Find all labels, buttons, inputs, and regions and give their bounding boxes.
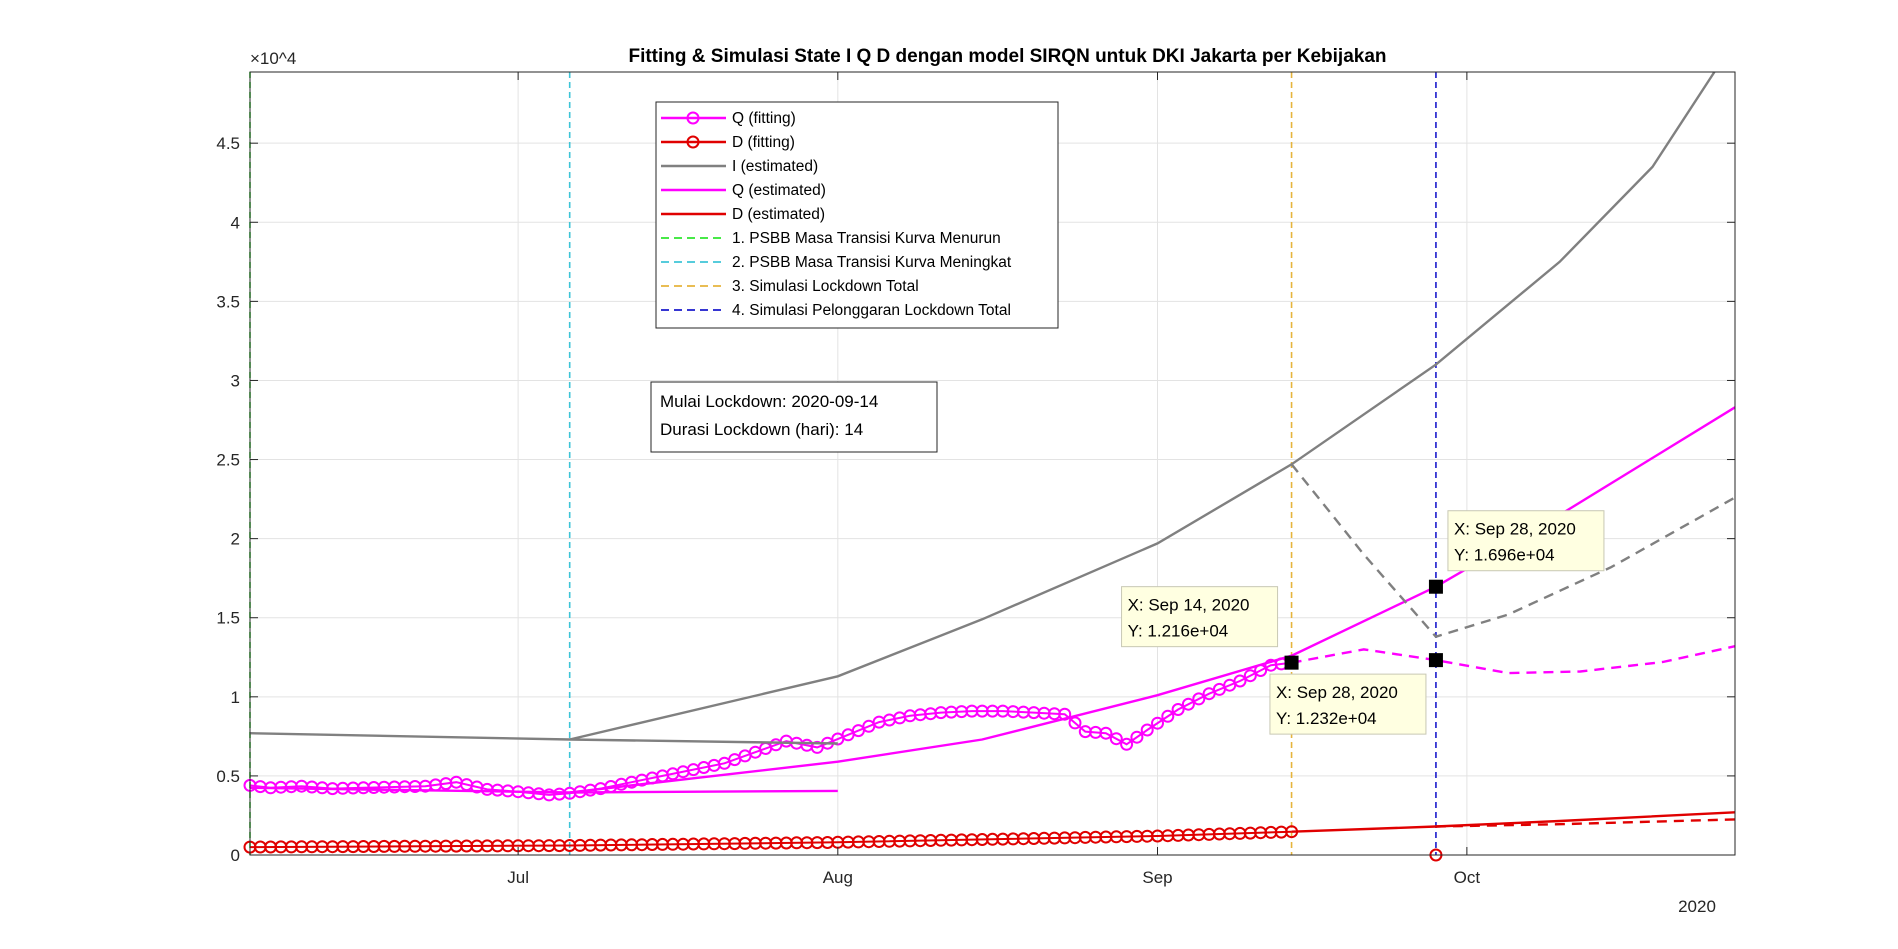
y-tick-label: 1.5 — [216, 609, 240, 628]
y-tick-label: 4 — [231, 213, 240, 232]
datatips: X: Sep 14, 2020 Y: 1.216e+04 X: Sep 28, 20… — [1121, 510, 1605, 735]
data-point — [1068, 716, 1082, 730]
y-tick-label: 0.5 — [216, 767, 240, 786]
y-tick-label: 0 — [231, 846, 240, 865]
series-line-d-fitting — [249, 830, 1292, 849]
data-point — [1151, 716, 1164, 730]
legend-label: Q (fitting) — [732, 110, 796, 127]
datatip-line-2: Y: 1.696e+04 — [1454, 546, 1555, 565]
data-point — [1171, 703, 1185, 716]
series-d-estimated-lockdown — [1435, 818, 1736, 828]
x-year-label: 2020 — [1678, 897, 1716, 916]
series-line-q-fitting — [249, 661, 1292, 796]
legend-label: 1. PSBB Masa Transisi Kurva Menurun — [732, 230, 1001, 247]
x-tick-label: Sep — [1142, 868, 1172, 887]
datatip-line-2: Y: 1.216e+04 — [1128, 622, 1229, 641]
legend-label: D (fitting) — [732, 134, 795, 151]
data-point — [1120, 737, 1134, 751]
data-point — [1161, 709, 1175, 723]
datatip-box — [1121, 586, 1279, 648]
datatip-line-2: Y: 1.232e+04 — [1276, 709, 1377, 728]
annotation-box: Mulai Lockdown: 2020-09-14 Durasi Lockdow… — [650, 381, 938, 453]
series-layer — [243, 71, 1736, 862]
datatip: X: Sep 28, 2020 Y: 1.232e+04 — [1269, 653, 1443, 735]
data-point — [1140, 723, 1154, 737]
data-point — [1243, 669, 1257, 683]
datatip-line-1: X: Sep 28, 2020 — [1276, 683, 1398, 702]
axes-box — [249, 71, 1736, 856]
legend-label: 4. Simulasi Pelonggaran Lockdown Total — [732, 302, 1011, 319]
data-point — [1099, 726, 1113, 740]
y-tick-label: 2.5 — [216, 451, 240, 470]
datatip-line-1: X: Sep 28, 2020 — [1454, 520, 1576, 539]
series-q-fitting — [243, 656, 1299, 802]
datatip-marker — [1284, 655, 1299, 670]
legend-marker — [686, 111, 700, 125]
datatip: X: Sep 28, 2020 Y: 1.696e+04 — [1428, 510, 1605, 594]
legend-label: I (estimated) — [732, 158, 818, 175]
datatip: X: Sep 14, 2020 Y: 1.216e+04 — [1121, 586, 1299, 670]
chart-title: Fitting & Simulasi State I Q D dengan mo… — [628, 46, 1386, 67]
series-d-fitting — [243, 825, 1299, 854]
series-d-estimated — [1291, 811, 1736, 833]
y-tick-label: 4.5 — [216, 134, 240, 153]
annotation-frame — [650, 381, 938, 453]
data-point — [1233, 674, 1247, 688]
data-point — [1109, 732, 1123, 746]
datatip-box — [1447, 510, 1605, 572]
x-tick-label: Jul — [507, 868, 529, 887]
datatip-marker — [1428, 579, 1443, 594]
axis-ticks: 0 0.5 1 1.5 2 2.5 3 3.5 4 4.5 Jul Aug Sep Oct — [216, 72, 1735, 887]
legend-label: Q (estimated) — [732, 182, 826, 199]
x-tick-label: Oct — [1454, 868, 1481, 887]
legend-marker — [686, 135, 700, 149]
legend-label: D (estimated) — [732, 206, 825, 223]
data-point — [1130, 730, 1144, 744]
data-point — [851, 724, 865, 738]
legend-label: 2. PSBB Masa Transisi Kurva Meningkat — [732, 254, 1012, 271]
series-q-estimated-lockdown — [1291, 645, 1736, 675]
grid — [250, 72, 1735, 855]
legend: Q (fitting) D (fitting) I (estimated) Q (es… — [655, 101, 1059, 329]
data-point — [1192, 692, 1206, 706]
datatip-line-1: X: Sep 14, 2020 — [1128, 596, 1250, 615]
y-tick-label: 1 — [231, 688, 240, 707]
annotation-line-2: Durasi Lockdown (hari): 14 — [660, 420, 863, 439]
data-point — [1181, 697, 1195, 711]
series-i-estimated-lockdown — [1290, 463, 1736, 639]
y-tick-label: 3.5 — [216, 292, 240, 311]
y-tick-label: 2 — [231, 530, 240, 549]
annotation-line-1: Mulai Lockdown: 2020-09-14 — [660, 392, 878, 411]
legend-label: 3. Simulasi Lockdown Total — [732, 278, 919, 295]
y-exponent-label: ×10^4 — [250, 49, 296, 68]
datatip-box — [1269, 673, 1427, 735]
datatip-marker — [1428, 653, 1443, 668]
x-tick-label: Aug — [823, 868, 853, 887]
y-tick-label: 3 — [231, 371, 240, 390]
